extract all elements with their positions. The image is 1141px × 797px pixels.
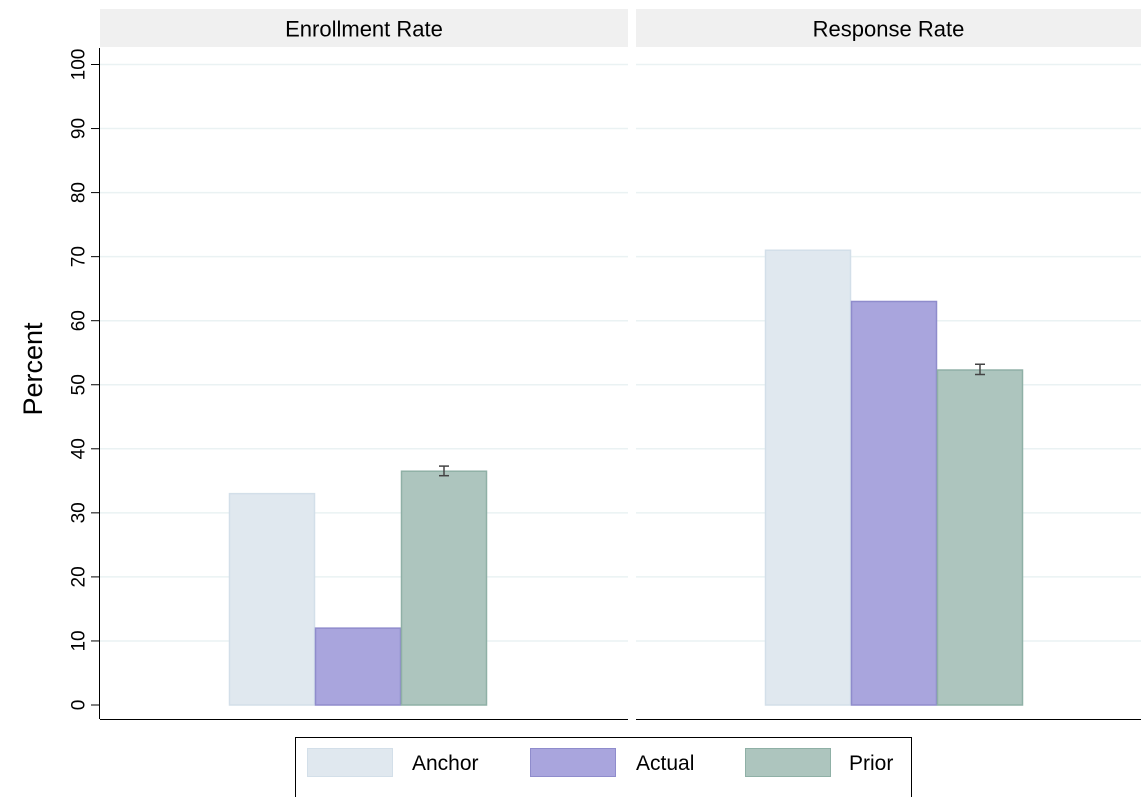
y-tick-label: 40 xyxy=(69,438,90,459)
y-tick-label: 90 xyxy=(69,118,90,139)
legend-swatch-prior xyxy=(745,748,831,777)
y-tick-label: 30 xyxy=(69,502,90,523)
bar-actual xyxy=(850,300,938,706)
y-tick-label: 10 xyxy=(69,630,90,651)
y-tick-label: 0 xyxy=(69,700,90,711)
bar-actual xyxy=(314,627,402,706)
bar-anchor xyxy=(228,492,316,706)
y-axis-title: Percent xyxy=(18,322,48,416)
bar-prior xyxy=(936,369,1024,706)
y-tick-label: 20 xyxy=(69,566,90,587)
panel-title: Response Rate xyxy=(813,17,965,42)
legend-swatch-actual xyxy=(530,748,616,777)
legend: Anchor Actual Prior xyxy=(295,737,912,797)
legend-label-anchor: Anchor xyxy=(412,752,479,775)
y-tick-label: 60 xyxy=(69,310,90,331)
legend-label-actual: Actual xyxy=(636,752,695,775)
bar-prior xyxy=(400,470,488,706)
panel-header xyxy=(100,9,628,47)
y-tick-label: 80 xyxy=(69,182,90,203)
panel-header xyxy=(636,9,1141,47)
y-tick-label: 100 xyxy=(69,49,90,81)
panel-title: Enrollment Rate xyxy=(285,17,443,42)
legend-label-prior: Prior xyxy=(849,752,894,775)
y-tick-label: 50 xyxy=(69,374,90,395)
legend-swatch-anchor xyxy=(307,748,393,777)
bar-anchor xyxy=(764,249,852,706)
y-tick-label: 70 xyxy=(69,246,90,267)
